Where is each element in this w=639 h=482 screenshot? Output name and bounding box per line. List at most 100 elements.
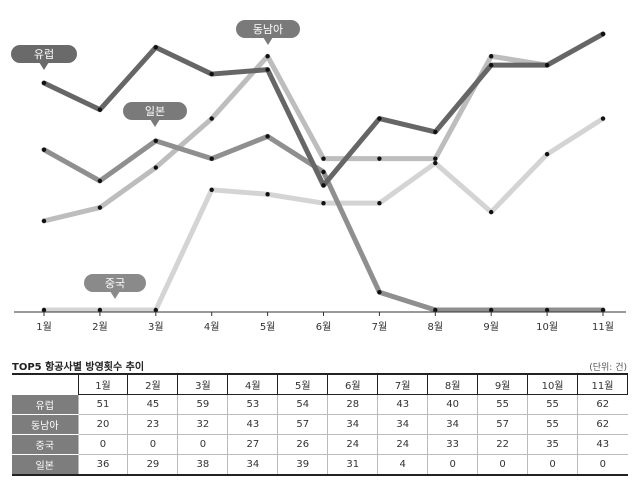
data-point-s1-7 [377,116,382,121]
table-cell-4-7: 4 [377,454,428,476]
x-tick-label-4: 4월 [204,321,220,333]
data-point-s4-1 [41,147,47,152]
x-tick-label-5: 5월 [260,321,276,333]
table-cell-3-10: 35 [527,434,578,455]
table-cell-4-8: 0 [427,454,478,476]
data-point-s1-8 [433,129,438,135]
table-cell-3-4: 27 [227,434,278,455]
data-point-s2-1 [41,218,47,224]
table-header-row: 1월 2월 3월 4월 5월 6월 7월 8월 9월 10월 11월 [12,373,628,395]
data-point-s3-11 [600,116,606,121]
data-point-s4-8 [433,307,438,313]
table-corner-cell [12,373,78,395]
data-point-s1-4 [209,71,214,77]
table-cell-3-6: 24 [327,434,378,455]
table-cell-2-4: 43 [227,414,278,435]
table-cell-2-10: 55 [527,414,578,435]
x-tick-label-2: 2월 [92,321,108,333]
data-point-s1-2 [97,107,103,112]
table-cell-3-2: 0 [127,434,178,455]
x-tick-label-11: 11월 [592,321,614,333]
table-cell-2-1: 20 [77,414,128,435]
callout-4: 일본 [123,102,187,127]
table-cell-4-3: 38 [177,454,228,476]
table-col-header-11: 11월 [577,373,628,395]
table-cell-4-5: 39 [277,454,328,476]
table-cell-2-9: 57 [477,414,528,435]
callout-bubble-2 [236,20,300,38]
table-col-header-2: 2월 [127,373,179,395]
data-point-s4-6 [321,169,326,175]
x-tick-label-7: 7월 [372,321,388,333]
table-cell-1-11: 62 [577,394,628,415]
data-point-s3-10 [544,151,550,157]
table-col-header-6: 6월 [327,373,379,395]
data-point-s3-7 [377,200,382,206]
callout-1: 유럽 [11,45,77,70]
table-col-header-3: 3월 [177,373,229,395]
data-point-s1-5 [265,67,270,72]
table-col-header-10: 10월 [527,373,579,395]
data-point-s4-3 [153,138,158,144]
data-point-s1-1 [41,80,47,86]
table-col-header-4: 4월 [227,373,279,395]
table-cell-1-7: 43 [377,394,428,415]
data-point-s3-1 [41,307,47,313]
table-cell-2-5: 57 [277,414,328,435]
callout-bubble-4 [123,102,187,120]
x-tick-label-8: 8월 [428,321,444,333]
data-point-s3-9 [489,209,494,215]
table-col-header-7: 7월 [377,373,429,395]
x-axis-ticks: 1월 2월 3월 4월 5월 6월 7월 8월 9월 10월 11월 [36,312,614,333]
table-cell-2-11: 62 [577,414,628,435]
table-cell-1-9: 55 [477,394,528,415]
data-point-s3-6 [321,200,326,206]
table-cell-1-5: 54 [277,394,328,415]
callout-bubble-3 [84,274,146,292]
table-cell-4-6: 31 [327,454,378,476]
data-point-s1-3 [153,45,158,50]
data-point-s2-5 [265,54,270,59]
callout-pointer-1 [39,62,49,70]
data-point-s3-2 [97,307,103,313]
table-cell-3-3: 0 [177,434,228,455]
table-cell-1-4: 53 [227,394,278,415]
table-col-header-8: 8월 [427,373,479,395]
table-cell-3-11: 43 [577,434,628,455]
callout-2: 동남아 [236,20,300,45]
table-cell-2-7: 34 [377,414,428,435]
callout-label-3: 중국 [105,277,125,290]
table-cell-3-9: 22 [477,434,528,455]
table-col-header-5: 5월 [277,373,329,395]
x-tick-label-10: 10월 [536,321,558,333]
data-point-s2-3 [153,165,158,170]
data-point-s1-11 [600,31,606,37]
table-row: 일본 36 29 38 34 39 31 4 0 0 0 0 [12,454,628,476]
table-cell-2-2: 23 [127,414,178,435]
table-cell-3-5: 26 [277,434,328,455]
data-point-s4-4 [209,156,214,161]
data-point-s2-4 [209,116,214,121]
table-row-header-3: 중국 [12,434,78,455]
x-tick-label-1: 1월 [36,321,52,333]
data-point-s4-11 [600,307,606,313]
x-tick-label-9: 9월 [483,321,499,333]
data-point-s3-5 [265,192,270,197]
table-cell-4-2: 29 [127,454,178,476]
table-cell-3-1: 0 [77,434,128,455]
table-cell-3-8: 33 [427,434,478,455]
table-cell-4-4: 34 [227,454,278,476]
table-title: TOP5 항공사별 방영횟수 추이 [12,362,145,373]
callout-label-4: 일본 [145,104,165,118]
table-cell-4-9: 0 [477,454,528,476]
callout-label-1: 유럽 [34,47,54,61]
data-point-s2-9 [489,54,494,59]
callout-label-2: 동남아 [253,23,283,36]
data-point-s4-9 [489,307,494,313]
table-cell-1-8: 40 [427,394,478,415]
data-point-s1-6 [321,183,326,188]
table-cell-4-11: 0 [577,454,628,476]
table-cell-1-6: 28 [327,394,378,415]
table-cell-1-2: 45 [127,394,178,415]
